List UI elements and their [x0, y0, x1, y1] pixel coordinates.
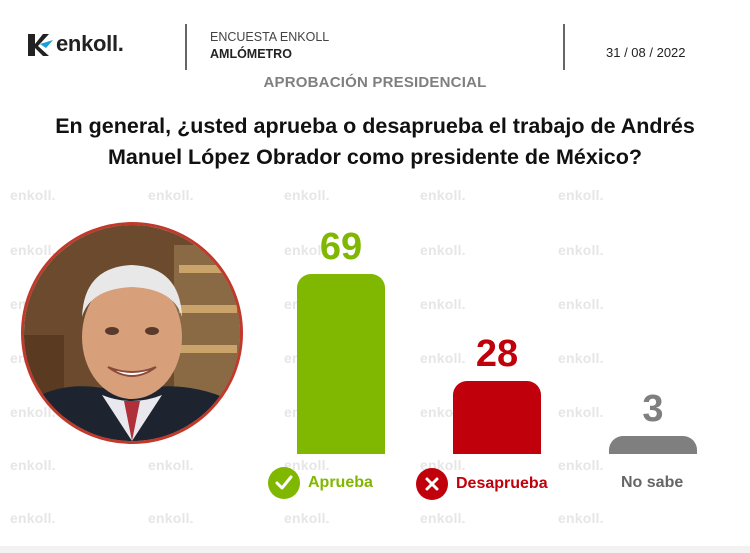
- header: enkoll. ENCUESTA ENKOLL AMLÓMETRO 31 / 0…: [0, 0, 750, 78]
- survey-subtitle: AMLÓMETRO: [210, 47, 292, 61]
- x-circle-icon: [416, 468, 448, 500]
- header-divider: [563, 24, 565, 70]
- bar-aprueba: [297, 274, 385, 454]
- category-label-aprueba: Aprueba: [308, 474, 373, 491]
- enkoll-logo-icon: [28, 34, 53, 56]
- value-label-no-sabe: 3: [642, 388, 664, 430]
- section-title: APROBACIÓN PRESIDENCIAL: [263, 74, 487, 91]
- question-text: En general, ¿usted aprueba o desaprueba …: [0, 111, 750, 173]
- category-label-no-sabe: No sabe: [621, 474, 684, 491]
- footer-strip: [0, 546, 750, 553]
- category-label-desaprueba: Desaprueba: [456, 475, 548, 492]
- bar-desaprueba: [453, 380, 541, 454]
- survey-info: ENCUESTA ENKOLL AMLÓMETRO: [210, 29, 329, 63]
- legend-desaprueba: Desaprueba: [416, 468, 548, 500]
- brand-logo: enkoll.: [26, 30, 124, 58]
- legend-aprueba: Aprueba: [268, 467, 373, 499]
- question-line: En general, ¿usted aprueba o desaprueba …: [55, 114, 695, 138]
- header-divider: [185, 24, 187, 70]
- brand-name: enkoll.: [56, 31, 124, 56]
- question-line: Manuel López Obrador como presidente de …: [107, 145, 642, 169]
- legend-no-sabe: No sabe: [621, 474, 683, 492]
- value-label-desaprueba: 28: [475, 332, 519, 375]
- survey-date: 31 / 08 / 2022: [606, 45, 686, 60]
- bar-no-sabe: [609, 436, 697, 454]
- survey-name: ENCUESTA ENKOLL: [210, 30, 330, 44]
- check-circle-icon: [268, 467, 300, 499]
- value-label-aprueba: 69: [319, 226, 363, 268]
